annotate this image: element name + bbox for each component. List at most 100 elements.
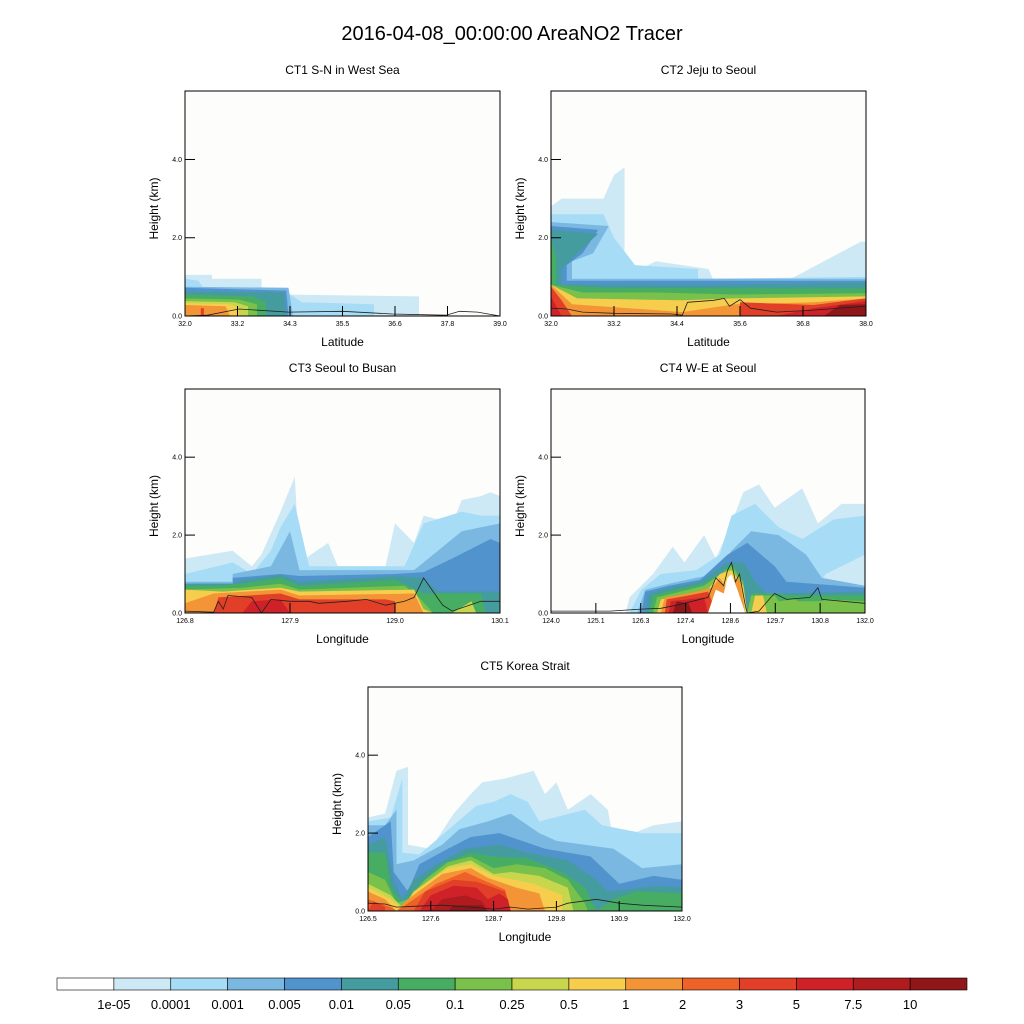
panel-2: 32.0 33.2 34.4 35.6 36.8 38.0 0.0 2.0 4.0 CT2 Jej… <box>513 63 873 349</box>
x-tick-label: 126.5 <box>359 916 377 923</box>
terrain-line <box>185 577 500 613</box>
contour-level-12 <box>368 901 386 911</box>
y-tick-label: 4.0 <box>172 157 182 164</box>
x-tick-label: 125.1 <box>587 618 605 625</box>
contour-level-15 <box>447 905 488 911</box>
y-tick-label: 4.0 <box>172 455 182 462</box>
colorbar-label: 5 <box>793 997 800 1012</box>
x-axis-label: Longitude <box>682 632 735 646</box>
colorbar-label: 1 <box>622 997 629 1012</box>
colorbar-label: 0.1 <box>446 997 464 1012</box>
colorbar-swatch <box>454 977 513 991</box>
x-tick-label: 130.8 <box>811 618 829 625</box>
colorbar-swatch <box>568 977 627 991</box>
contour-level-9 <box>751 595 767 613</box>
colorbar-label: 2 <box>679 997 686 1012</box>
x-tick-label: 124.0 <box>542 618 560 625</box>
y-tick-label: 2.0 <box>172 235 182 242</box>
figure-title: 2016-04-08_00:00:00 AreaNO2 Tracer <box>341 23 683 45</box>
x-tick-label: 34.3 <box>283 321 297 328</box>
colorbar-label: 0.01 <box>329 997 354 1012</box>
colorbar-label: 0.005 <box>268 997 301 1012</box>
x-tick-label: 32.0 <box>178 321 192 328</box>
x-tick-label: 127.6 <box>422 916 440 923</box>
panel-3: 126.8 127.9 129.0 130.1 0.0 2.0 4.0 CT3 Seoul t… <box>147 361 509 646</box>
terrain-line <box>551 297 866 316</box>
y-axis-label: Height (km) <box>330 773 344 835</box>
colorbar-label: 7.5 <box>844 997 862 1012</box>
x-tick-label: 128.6 <box>722 618 740 625</box>
x-tick-label: 130.9 <box>610 916 628 923</box>
contour-fill <box>185 476 500 613</box>
panel-title: CT5 Korea Strait <box>480 659 570 673</box>
x-tick-label: 36.8 <box>796 321 810 328</box>
colorbar-swatch <box>341 977 399 991</box>
terrain-line <box>368 898 682 910</box>
contour-level-13 <box>551 296 562 316</box>
colorbar-label: 0.001 <box>211 997 244 1012</box>
x-tick-label: 34.4 <box>670 321 684 328</box>
y-tick-label: 2.0 <box>355 831 365 838</box>
colorbar-swatch <box>909 977 968 991</box>
colorbar-swatch <box>682 977 740 991</box>
plot-frame <box>550 90 867 317</box>
colorbar-label: 10 <box>903 997 917 1012</box>
colorbar-swatch <box>113 977 172 991</box>
y-tick-label: 0.0 <box>355 909 365 916</box>
x-axis-label: Latitude <box>687 335 730 349</box>
colorbar: 1e-05 0.0001 0.001 0.005 0.01 0.05 0.1 0.25 0.5 1… <box>56 977 968 1012</box>
panel-5: 126.5 127.6 128.7 129.8 130.9 132.0 0.0 2.0 4.0 C… <box>330 659 691 944</box>
colorbar-swatch <box>511 977 570 991</box>
y-tick-label: 4.0 <box>538 157 548 164</box>
colorbar-label: 1e-05 <box>97 997 130 1012</box>
contour-level-15 <box>672 601 693 613</box>
x-tick-label: 126.3 <box>632 618 650 625</box>
x-tick-label: 33.2 <box>607 321 621 328</box>
y-tick-label: 0.0 <box>172 314 182 321</box>
colorbar-swatch <box>56 977 115 991</box>
terrain-line <box>551 561 865 613</box>
plot-background <box>185 91 500 316</box>
x-tick-label: 32.0 <box>544 321 558 328</box>
contour-level-12 <box>200 308 204 316</box>
y-tick-label: 0.0 <box>172 611 182 618</box>
x-tick-label: 132.0 <box>856 618 874 625</box>
y-tick-label: 0.0 <box>538 611 548 618</box>
colorbar-swatch <box>796 977 854 991</box>
x-tick-label: 37.8 <box>441 321 455 328</box>
x-axis-label: Longitude <box>499 930 552 944</box>
colorbar-label: 0.25 <box>499 997 524 1012</box>
colorbar-swatch <box>625 977 683 991</box>
plot-frame <box>367 686 683 912</box>
x-tick-label: 38.0 <box>859 321 873 328</box>
panels: 32.0 33.2 34.3 35.5 36.6 37.8 39.0 0.0 2.0 4.0 CT1… <box>147 63 874 944</box>
terrain-line <box>185 308 500 316</box>
x-tick-label: 129.8 <box>548 916 566 923</box>
plot-frame <box>550 388 866 614</box>
panel-title: CT1 S-N in West Sea <box>285 63 400 77</box>
x-tick-label: 132.0 <box>673 916 691 923</box>
y-tick-label: 0.0 <box>538 314 548 321</box>
y-tick-label: 4.0 <box>538 455 548 462</box>
y-tick-label: 4.0 <box>355 753 365 760</box>
x-tick-label: 129.0 <box>386 618 404 625</box>
panel-title: CT4 W-E at Seoul <box>660 361 756 375</box>
x-tick-label: 127.9 <box>281 618 299 625</box>
x-tick-label: 35.5 <box>336 321 350 328</box>
colorbar-swatch <box>284 977 342 991</box>
x-tick-label: 36.6 <box>388 321 402 328</box>
y-tick-label: 2.0 <box>538 235 548 242</box>
x-tick-label: 35.6 <box>733 321 747 328</box>
y-tick-label: 2.0 <box>172 533 182 540</box>
y-axis-label: Height (km) <box>147 177 161 239</box>
contour-fill <box>185 274 419 316</box>
contour-level-0 <box>708 574 746 613</box>
x-tick-label: 129.7 <box>767 618 785 625</box>
colorbar-swatch <box>852 977 911 991</box>
colorbar-label: 3 <box>736 997 743 1012</box>
x-tick-label: 33.2 <box>231 321 245 328</box>
x-axis-label: Longitude <box>316 632 369 646</box>
colorbar-label: 0.05 <box>386 997 411 1012</box>
colorbar-label: 0.5 <box>560 997 578 1012</box>
